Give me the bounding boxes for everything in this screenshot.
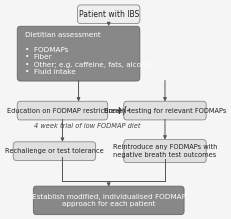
Text: Patient with IBS: Patient with IBS [79, 10, 139, 19]
Text: 4 week trial of low FODMAP diet: 4 week trial of low FODMAP diet [34, 123, 141, 129]
FancyBboxPatch shape [13, 142, 96, 160]
Text: Rechallenge or test tolerance: Rechallenge or test tolerance [5, 148, 104, 154]
Text: Education on FODMAP restriction: Education on FODMAP restriction [7, 108, 118, 114]
FancyBboxPatch shape [124, 140, 206, 162]
FancyBboxPatch shape [33, 186, 184, 215]
FancyBboxPatch shape [17, 101, 108, 120]
Text: Dietitian assessment

•  FODMAPs
•  Fiber
•  Other; e.g. caffeine, fats, alcohol: Dietitian assessment • FODMAPs • Fiber •… [25, 32, 152, 75]
Text: Reintroduce any FODMAPs with
negative breath test outcomes: Reintroduce any FODMAPs with negative br… [113, 144, 217, 158]
FancyBboxPatch shape [78, 5, 140, 24]
FancyBboxPatch shape [17, 26, 140, 81]
Text: Establish modified, individualised FODMAP
approach for each patient: Establish modified, individualised FODMA… [32, 194, 186, 207]
FancyBboxPatch shape [124, 101, 206, 120]
Text: +/-: +/- [115, 106, 131, 116]
Text: Breath testing for relevant FODMAPs: Breath testing for relevant FODMAPs [104, 108, 226, 114]
